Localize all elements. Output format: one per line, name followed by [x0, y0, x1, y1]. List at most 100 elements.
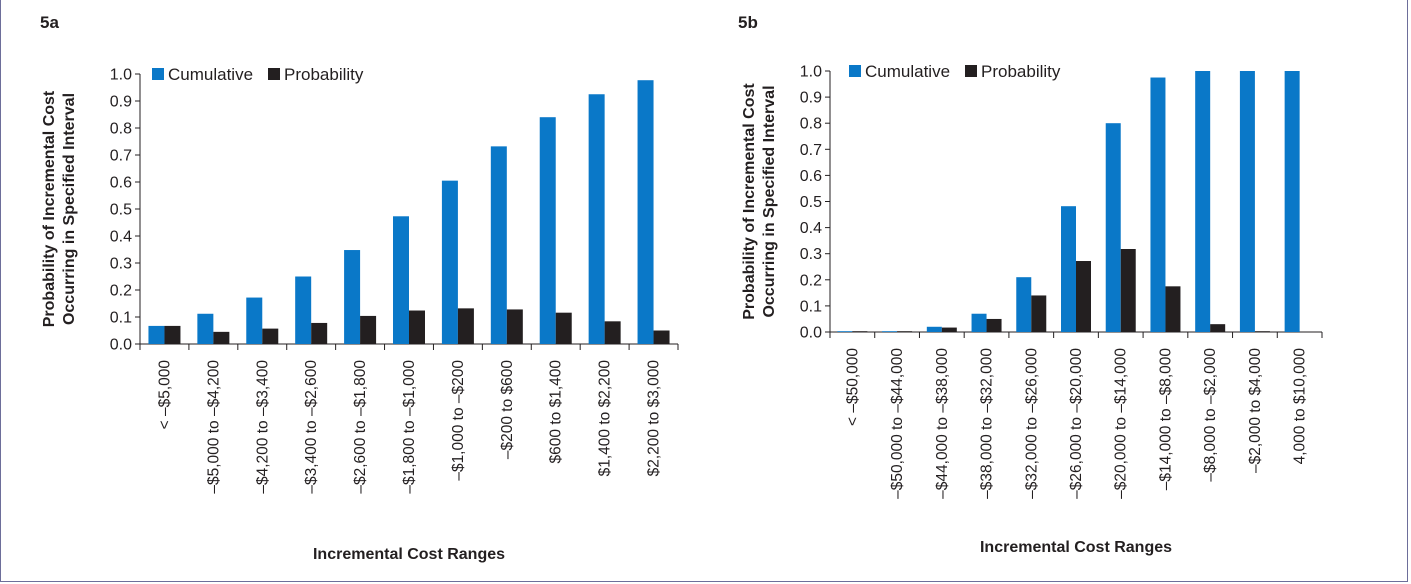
y-tick-label: 0.8 — [800, 116, 822, 133]
x-tick-label: 4,000 to $10,000 — [1292, 348, 1309, 465]
bar-probability — [653, 330, 670, 344]
bar-probability — [311, 322, 328, 344]
bar-cumulative — [539, 117, 556, 344]
bar-cumulative — [1239, 71, 1255, 332]
bar-probability — [604, 321, 621, 344]
x-axis-title: Incremental Cost Ranges — [980, 539, 1172, 556]
x-tick-label: < –$50,000 — [844, 348, 861, 426]
y-tick-label: 0.0 — [800, 325, 822, 342]
bar-cumulative — [1105, 123, 1121, 332]
x-tick-label: –$3,400 to –$2,600 — [303, 360, 320, 494]
x-tick-label: –$200 to $600 — [499, 360, 516, 460]
y-tick-label: 0.5 — [800, 194, 822, 211]
y-tick-label: 0.9 — [800, 90, 822, 107]
bar-cumulative — [441, 180, 458, 344]
x-axis-title: Incremental Cost Ranges — [313, 546, 505, 563]
bar-cumulative — [490, 146, 507, 344]
bar-cumulative — [1284, 71, 1300, 332]
x-tick-label: –$5,000 to –$4,200 — [205, 360, 222, 494]
x-tick-label: < –$5,000 — [156, 360, 173, 430]
bar-probability — [1120, 249, 1136, 332]
legend-label-probability: Probability — [981, 62, 1061, 81]
y-tick-label: 0.2 — [110, 283, 132, 300]
x-tick-label: –$2,000 to $4,000 — [1247, 348, 1264, 473]
bar-probability — [852, 331, 868, 332]
y-tick-label: 0.4 — [800, 220, 822, 237]
bar-cumulative — [882, 331, 898, 332]
legend-label-cumulative: Cumulative — [168, 65, 253, 84]
legend-swatch-cumulative — [849, 65, 861, 77]
x-tick-label: –$50,000 to –$44,000 — [889, 348, 906, 499]
x-tick-label: –$1,800 to –$1,000 — [401, 360, 418, 494]
y-tick-label: 0.8 — [110, 121, 132, 138]
y-tick-label: 0.1 — [110, 310, 132, 327]
x-tick-label: –$4,200 to –$3,400 — [254, 360, 271, 494]
bar-probability — [409, 310, 425, 344]
bar-cumulative — [926, 326, 942, 332]
x-tick-label: $2,200 to $3,000 — [646, 360, 663, 477]
y-tick-label: 0.3 — [800, 246, 822, 263]
y-axis-title-line2: Occurring in Specified Interval — [761, 85, 778, 317]
legend-swatch-probability — [268, 68, 280, 80]
bar-cumulative — [1150, 77, 1166, 333]
legend-label-cumulative: Cumulative — [865, 62, 950, 81]
bar-probability — [941, 327, 957, 332]
legend-swatch-probability — [965, 65, 977, 77]
y-tick-label: 0.9 — [110, 94, 132, 111]
x-tick-label: –$20,000 to –$14,000 — [1113, 348, 1130, 499]
x-tick-label: –$1,000 to –$200 — [450, 360, 467, 481]
bar-probability — [213, 331, 230, 344]
bar-probability — [506, 309, 523, 344]
bar-probability — [1031, 295, 1047, 332]
bar-cumulative — [1061, 206, 1076, 332]
bar-probability — [1254, 331, 1270, 332]
bar-probability — [1076, 261, 1091, 332]
y-tick-label: 0.4 — [110, 229, 132, 246]
y-tick-label: 0.0 — [110, 337, 132, 354]
bar-cumulative — [344, 250, 361, 344]
bar-probability — [360, 315, 377, 344]
y-tick-label: 0.1 — [800, 298, 822, 315]
bar-probability — [1210, 324, 1226, 332]
x-tick-label: –$26,000 to –$20,000 — [1068, 348, 1085, 499]
bar-cumulative — [837, 331, 853, 332]
y-tick-label: 0.2 — [800, 272, 822, 289]
bar-cumulative — [148, 325, 165, 344]
panel-label-5a: 5a — [40, 13, 59, 32]
bar-cumulative — [246, 297, 263, 344]
x-tick-label: –$38,000 to –$32,000 — [979, 348, 996, 499]
bar-probability — [986, 318, 1002, 332]
y-tick-label: 0.7 — [110, 148, 132, 165]
bar-probability — [1165, 286, 1181, 332]
bar-probability — [164, 325, 181, 344]
x-tick-label: –$14,000 to –$8,000 — [1157, 348, 1174, 491]
y-tick-label: 1.0 — [110, 67, 132, 84]
y-axis-title-line1: Probability of Incremental Cost — [41, 90, 58, 327]
bar-probability — [457, 308, 474, 344]
y-tick-label: 1.0 — [800, 64, 822, 81]
bar-cumulative — [971, 313, 987, 332]
bar-probability — [897, 331, 913, 332]
x-tick-label: $600 to $1,400 — [548, 360, 565, 464]
x-tick-label: –$32,000 to –$26,000 — [1023, 348, 1040, 499]
legend-label-probability: Probability — [284, 65, 364, 84]
bar-cumulative — [1195, 71, 1211, 332]
x-tick-label: –$8,000 to –$2,000 — [1202, 348, 1219, 482]
y-tick-label: 0.6 — [800, 168, 822, 185]
y-tick-label: 0.3 — [110, 256, 132, 273]
bar-cumulative — [197, 313, 214, 344]
y-tick-label: 0.7 — [800, 142, 822, 159]
bar-probability — [262, 328, 279, 344]
panel-label-5b: 5b — [738, 13, 758, 32]
bar-cumulative — [393, 216, 409, 344]
y-axis-title-line2: Occurring in Specified Interval — [61, 93, 78, 325]
legend-swatch-cumulative — [152, 68, 164, 80]
x-tick-label: –$44,000 to –$38,000 — [934, 348, 951, 499]
bar-cumulative — [1016, 277, 1032, 332]
bar-cumulative — [588, 94, 605, 344]
bar-cumulative — [295, 276, 312, 344]
x-tick-label: $1,400 to $2,200 — [597, 360, 614, 477]
